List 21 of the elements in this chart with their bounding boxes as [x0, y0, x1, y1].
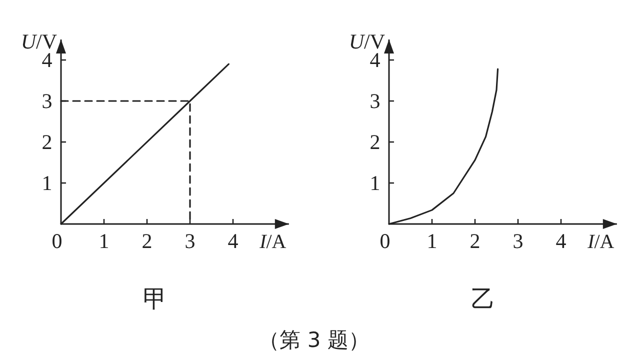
x-tick-label: 0	[52, 229, 62, 253]
text: 甲	[142, 285, 167, 313]
y-tick-label: 1	[370, 171, 380, 195]
x-axis-title: I/A	[258, 231, 287, 253]
x-tick-label: 3	[512, 229, 524, 253]
x-tick-label: 0	[380, 229, 390, 253]
y-tick-label: 2	[370, 130, 380, 154]
x-tick-label: 2	[470, 229, 480, 253]
text: （第 3 题）	[258, 328, 370, 352]
x-tick-label: 3	[184, 229, 196, 253]
x-tick-label: 1	[426, 229, 438, 253]
y-tick-label: 2	[42, 130, 52, 154]
y-tick-label: 3	[370, 89, 380, 113]
x-tick-label: 4	[228, 229, 239, 253]
x-tick-label: 1	[98, 229, 110, 253]
x-tick-label: 4	[556, 229, 567, 253]
x-tick-label: 2	[142, 229, 152, 253]
text: 乙	[470, 285, 495, 313]
x-axis-title: I/A	[586, 231, 615, 253]
y-tick-label: 1	[42, 171, 52, 195]
y-tick-label: 3	[42, 89, 52, 113]
